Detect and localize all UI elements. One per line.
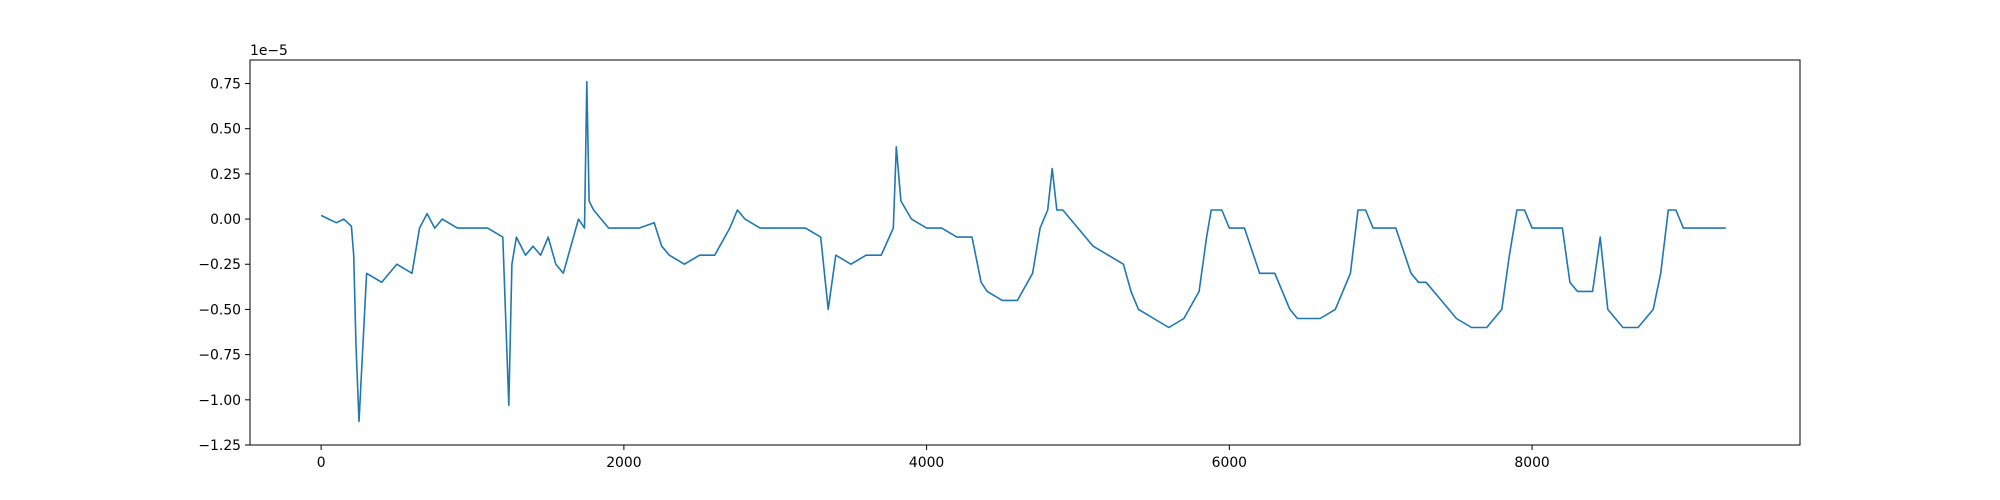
x-tick-label: 2000 — [606, 455, 641, 471]
y-axis-offset-label: 1e−5 — [250, 43, 288, 59]
x-tick-label: 0 — [317, 455, 326, 471]
plot-frame — [249, 59, 1801, 446]
x-tick-label: 6000 — [1212, 455, 1247, 471]
plot-area — [250, 60, 1800, 445]
x-tick-label: 8000 — [1514, 455, 1549, 471]
x-axis: 0 2000 4000 6000 8000 — [317, 445, 1550, 471]
y-tick-label: −0.75 — [198, 348, 241, 364]
y-tick-label: −0.25 — [198, 257, 241, 273]
y-tick-label: −1.25 — [198, 438, 241, 454]
y-tick-label: 0.50 — [210, 122, 241, 138]
y-tick-label: 0.00 — [210, 212, 241, 228]
y-tick-label: 0.25 — [210, 167, 241, 183]
x-tick-label: 4000 — [909, 455, 944, 471]
y-tick-label: −0.50 — [198, 302, 241, 318]
y-tick-label: −1.00 — [198, 393, 241, 409]
series-layer — [320, 80, 1726, 423]
series-line-0 — [320, 80, 1726, 423]
y-axis: −1.25 −1.00 −0.75 −0.50 −0.25 0.00 0.25 0.50 0.7… — [198, 76, 250, 454]
y-tick-label: 0.75 — [210, 76, 241, 92]
